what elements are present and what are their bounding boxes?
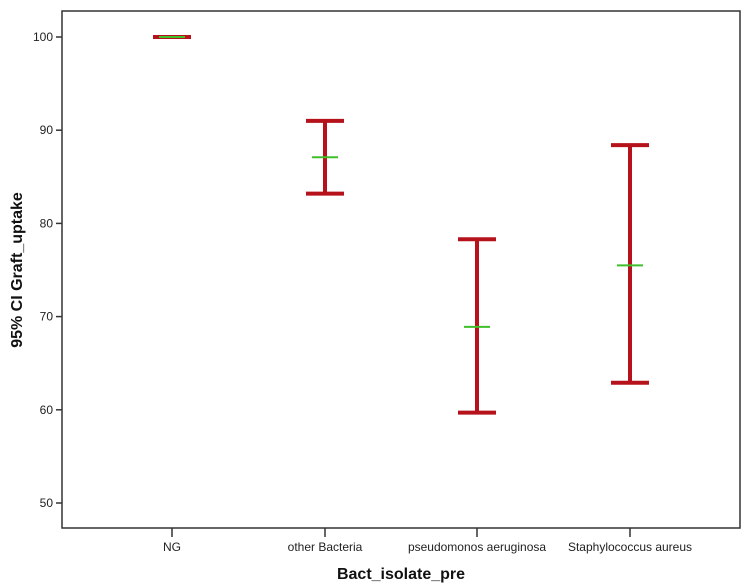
y-tick-label: 70: [40, 310, 54, 324]
y-tick-label: 80: [40, 216, 54, 230]
x-tick-label: pseudomonos aeruginosa: [408, 540, 546, 554]
y-tick-label: 60: [40, 403, 54, 417]
x-axis-title: Bact_isolate_pre: [337, 566, 465, 583]
y-tick-label: 50: [40, 496, 54, 510]
y-axis-title: 95% CI Graft_uptake: [9, 192, 26, 348]
x-tick-label: NG: [163, 540, 181, 554]
x-tick-label: other Bacteria: [288, 540, 363, 554]
y-tick-label: 100: [33, 30, 53, 44]
plot-frame: [61, 10, 741, 529]
y-tick-label: 90: [40, 123, 54, 137]
x-tick-label: Staphylococcus aureus: [568, 540, 692, 554]
